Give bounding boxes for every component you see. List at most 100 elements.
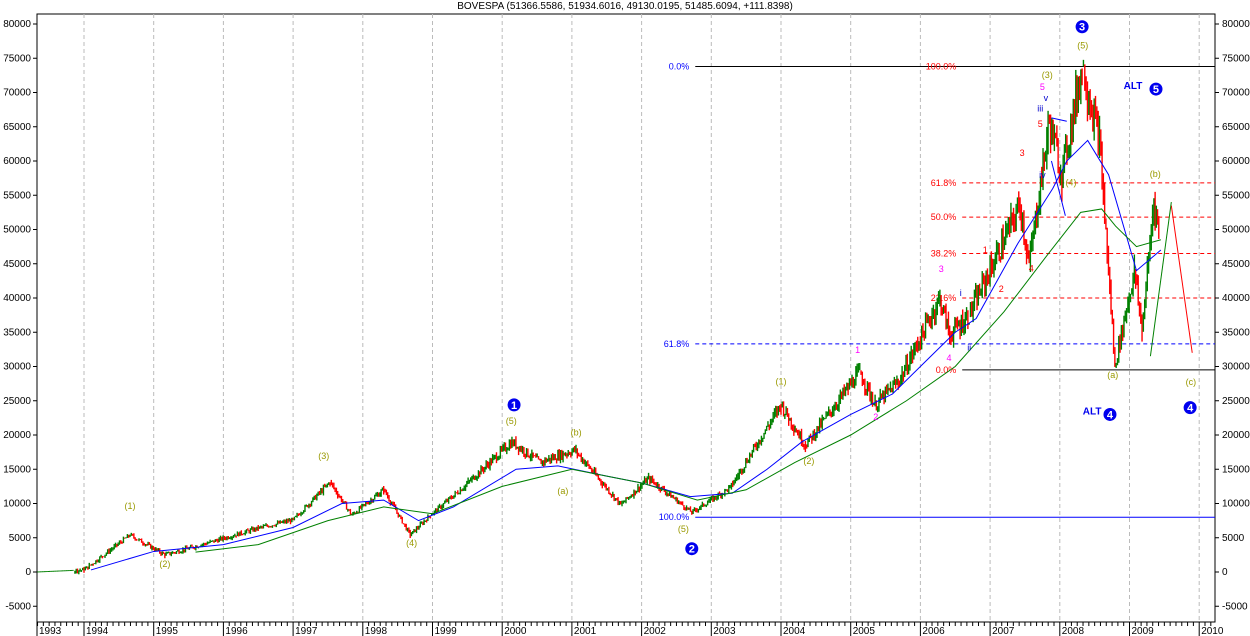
y-tick-label-left: 35000 <box>3 327 31 338</box>
x-tick-label: 1996 <box>225 626 248 636</box>
wave-circle-marker <box>1183 401 1197 415</box>
wave-label: 2 <box>873 412 878 422</box>
y-tick-label-left: -5000 <box>5 601 31 612</box>
y-tick-label-right: 80000 <box>1222 19 1250 30</box>
wave-label: ALT <box>1083 406 1102 417</box>
wave-label: i <box>960 288 962 298</box>
x-tick-label: 1995 <box>156 626 179 636</box>
y-tick-label-right: 75000 <box>1222 53 1250 64</box>
wave-label: ALT <box>1124 81 1143 92</box>
chart-title: BOVESPA (51366.5586, 51934.6016, 49130.0… <box>457 1 793 12</box>
wave-label: 4 <box>1029 263 1034 273</box>
x-tick-label: 1999 <box>435 626 458 636</box>
wave-label: (4) <box>406 538 417 548</box>
wave-circle-label: 1 <box>511 400 517 412</box>
moving-average-ma-fast <box>90 139 1162 571</box>
y-tick-label-left: 65000 <box>3 122 31 133</box>
y-tick-label-right: 10000 <box>1222 499 1250 510</box>
wave-label: iii <box>1037 104 1043 114</box>
wave-circle-marker <box>1149 82 1163 96</box>
y-tick-label-left: 40000 <box>3 293 31 304</box>
wave-circle-marker <box>507 398 521 412</box>
wave-label: 5 <box>1040 82 1045 92</box>
wave-label: 2 <box>999 284 1004 294</box>
y-tick-label-right: 20000 <box>1222 430 1250 441</box>
trendline <box>1149 202 1172 357</box>
x-tick-label: 1994 <box>86 626 109 636</box>
y-tick-label-right: 15000 <box>1222 464 1250 475</box>
wave-label: (3) <box>318 451 329 461</box>
wave-circle-marker <box>1075 20 1089 34</box>
x-tick-label: 1997 <box>295 626 318 636</box>
y-tick-label-left: 5000 <box>9 533 32 544</box>
fib-level-label: 50.0% <box>931 212 957 222</box>
y-tick-label-left: 25000 <box>3 396 31 407</box>
y-tick-label-right: 60000 <box>1222 156 1250 167</box>
wave-label: 5 <box>1038 119 1043 129</box>
trendline <box>1170 205 1193 353</box>
fib-level-label: 100.0% <box>926 61 957 71</box>
y-tick-label-right: 40000 <box>1222 293 1250 304</box>
wave-circle-label: 4 <box>1107 409 1114 421</box>
wave-label: (4) <box>1065 178 1076 188</box>
x-tick-label: 2002 <box>644 626 667 636</box>
wave-label: (b) <box>1150 169 1161 179</box>
wave-label: (b) <box>571 428 582 438</box>
wave-label: iv <box>1039 170 1046 180</box>
wave-label: 3 <box>939 264 944 274</box>
x-tick-label: 2003 <box>713 626 736 636</box>
fib-level-label: 0.0% <box>936 365 957 375</box>
wave-label: (5) <box>506 416 517 426</box>
y-tick-label-left: 80000 <box>3 19 31 30</box>
wave-circle-label: 4 <box>1187 403 1194 415</box>
y-tick-label-right: 70000 <box>1222 88 1250 99</box>
wave-label: (5) <box>678 524 689 534</box>
y-tick-label-left: 20000 <box>3 430 31 441</box>
y-tick-label-right: 5000 <box>1222 533 1245 544</box>
x-tick-label: 2009 <box>1132 626 1155 636</box>
x-tick-label: 2000 <box>504 626 527 636</box>
fib-level-label: 38.2% <box>931 248 957 258</box>
fib-level-label: 61.8% <box>664 339 690 349</box>
plot-frame <box>36 13 1216 623</box>
wave-label: 1 <box>983 245 988 255</box>
y-tick-label-left: 55000 <box>3 190 31 201</box>
y-tick-label-left: 45000 <box>3 259 31 270</box>
wave-label: (c) <box>1186 377 1197 387</box>
y-tick-label-right: 0 <box>1222 567 1228 578</box>
y-tick-label-right: 50000 <box>1222 225 1250 236</box>
fib-level-label: 0.0% <box>669 61 690 71</box>
trendline <box>1050 160 1066 216</box>
fib-level-label: 23.6% <box>931 293 957 303</box>
wave-label: (5) <box>1077 41 1088 51</box>
y-tick-label-right: 45000 <box>1222 259 1250 270</box>
wave-circle-label: 3 <box>1079 22 1085 34</box>
y-tick-label-right: 30000 <box>1222 362 1250 373</box>
wave-circle-label: 5 <box>1153 84 1159 96</box>
wave-label: (a) <box>1107 370 1118 380</box>
x-tick-label: 2008 <box>1062 626 1085 636</box>
wave-label: (1) <box>125 501 136 511</box>
x-tick-label: 2004 <box>783 626 806 636</box>
y-tick-label-left: 30000 <box>3 362 31 373</box>
wave-label: (1) <box>776 376 787 386</box>
wave-label: 1 <box>855 345 860 355</box>
y-tick-label-left: 70000 <box>3 88 31 99</box>
wave-label: 4 <box>946 353 951 363</box>
x-tick-label: 2001 <box>574 626 597 636</box>
wave-label: (2) <box>159 559 170 569</box>
x-tick-label: 2005 <box>853 626 876 636</box>
y-tick-label-right: 25000 <box>1222 396 1250 407</box>
wave-label: (3) <box>1042 70 1053 80</box>
y-tick-label-left: 0 <box>25 567 31 578</box>
wave-circle-marker <box>1103 407 1117 421</box>
y-tick-label-left: 50000 <box>3 225 31 236</box>
wave-label: (2) <box>803 456 814 466</box>
x-tick-label: 2010 <box>1201 626 1224 636</box>
x-tick-label: 2007 <box>992 626 1015 636</box>
y-tick-label-right: -5000 <box>1222 601 1248 612</box>
x-tick-label: 2006 <box>922 626 945 636</box>
wave-label: v <box>1044 93 1049 103</box>
wave-label: (a) <box>557 486 568 496</box>
